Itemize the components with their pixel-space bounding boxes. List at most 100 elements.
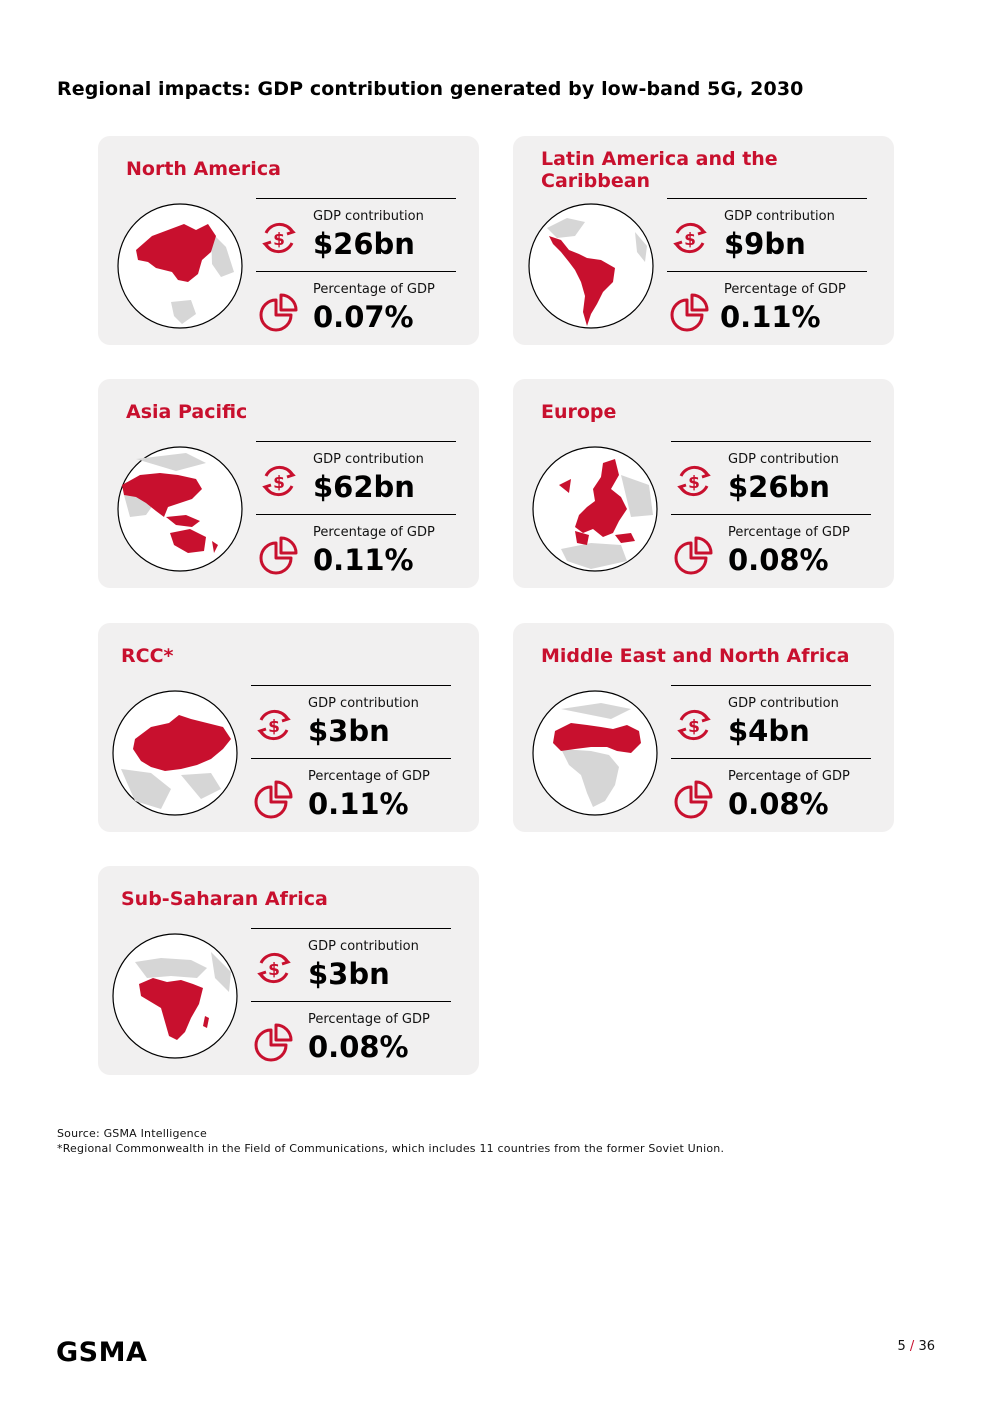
pct-stat: Percentage of GDP 0.11% xyxy=(667,271,867,344)
gdp-stat: $ GDP contribution $9bn xyxy=(667,198,867,271)
stats: $ GDP contribution $9bn Percentage of GD… xyxy=(667,198,867,344)
pct-stat: Percentage of GDP 0.11% xyxy=(256,514,456,587)
pie-chart-icon xyxy=(254,1023,293,1062)
svg-text:$: $ xyxy=(684,230,696,250)
svg-text:$: $ xyxy=(268,960,280,980)
pct-label: Percentage of GDP xyxy=(313,282,435,297)
gdp-stat: $ GDP contribution $3bn xyxy=(251,928,451,1001)
pct-value: 0.08% xyxy=(728,787,829,821)
pie-chart-icon xyxy=(259,293,298,332)
asia-pacific-globe-icon xyxy=(116,445,244,573)
gdp-label: GDP contribution xyxy=(313,452,424,467)
region-title: Latin America and the Caribbean xyxy=(541,148,778,192)
region-card-latin-america: Latin America and the Caribbean $ GDP co… xyxy=(513,136,894,345)
pct-stat: Percentage of GDP 0.08% xyxy=(251,1001,451,1074)
rcc-footnote: *Regional Commonwealth in the Field of C… xyxy=(57,1142,725,1155)
pct-stat: Percentage of GDP 0.07% xyxy=(256,271,456,344)
pie-chart-icon xyxy=(674,780,713,819)
region-title: RCC* xyxy=(121,645,174,667)
page-title: Regional impacts: GDP contribution gener… xyxy=(57,78,804,100)
region-card-sub-saharan-africa: Sub-Saharan Africa $ GDP contribution $3… xyxy=(98,866,479,1075)
gdp-value: $9bn xyxy=(724,227,806,261)
gdp-stat: $ GDP contribution $62bn xyxy=(256,441,456,514)
pct-stat: Percentage of GDP 0.11% xyxy=(251,758,451,831)
region-card-north-america: North America $ GDP contribution $26bn P… xyxy=(98,136,479,345)
gdp-value: $4bn xyxy=(728,714,810,748)
dollar-cycle-icon: $ xyxy=(673,222,707,254)
svg-text:$: $ xyxy=(688,473,700,493)
gsma-logo: GSMA xyxy=(56,1337,147,1366)
pct-value: 0.11% xyxy=(308,787,409,821)
dollar-cycle-icon: $ xyxy=(262,465,296,497)
dollar-cycle-icon: $ xyxy=(677,709,711,741)
region-title: Asia Pacific xyxy=(126,401,248,423)
page-separator: / xyxy=(909,1339,915,1354)
gdp-value: $3bn xyxy=(308,714,390,748)
pct-value: 0.08% xyxy=(308,1030,409,1064)
pct-label: Percentage of GDP xyxy=(728,525,850,540)
region-card-rcc: RCC* $ GDP contribution $3bn Percentage … xyxy=(98,623,479,832)
region-card-asia-pacific: Asia Pacific $ GDP contribution $62bn Pe… xyxy=(98,379,479,588)
stats: $ GDP contribution $3bn Percentage of GD… xyxy=(251,928,451,1074)
pct-stat: Percentage of GDP 0.08% xyxy=(671,758,871,831)
pct-label: Percentage of GDP xyxy=(308,769,430,784)
gdp-label: GDP contribution xyxy=(308,939,419,954)
region-title: Sub-Saharan Africa xyxy=(121,888,328,910)
pct-label: Percentage of GDP xyxy=(313,525,435,540)
sub-saharan-africa-globe-icon xyxy=(111,932,239,1060)
svg-text:$: $ xyxy=(273,473,285,493)
gdp-value: $3bn xyxy=(308,957,390,991)
dollar-cycle-icon: $ xyxy=(262,222,296,254)
mena-globe-icon xyxy=(531,689,659,817)
gdp-value: $62bn xyxy=(313,470,415,504)
dollar-cycle-icon: $ xyxy=(677,465,711,497)
gdp-value: $26bn xyxy=(313,227,415,261)
gdp-label: GDP contribution xyxy=(728,452,839,467)
rcc-globe-icon xyxy=(111,689,239,817)
latin-america-globe-icon xyxy=(527,202,655,330)
pct-value: 0.11% xyxy=(313,543,414,577)
page-current: 5 xyxy=(897,1339,906,1354)
north-america-globe-icon xyxy=(116,202,244,330)
pct-label: Percentage of GDP xyxy=(728,769,850,784)
region-title: North America xyxy=(126,158,281,180)
gdp-stat: $ GDP contribution $3bn xyxy=(251,685,451,758)
gdp-label: GDP contribution xyxy=(724,209,835,224)
pct-stat: Percentage of GDP 0.08% xyxy=(671,514,871,587)
stats: $ GDP contribution $26bn Percentage of G… xyxy=(671,441,871,587)
stats: $ GDP contribution $3bn Percentage of GD… xyxy=(251,685,451,831)
gdp-value: $26bn xyxy=(728,470,830,504)
svg-text:$: $ xyxy=(268,717,280,737)
pct-value: 0.08% xyxy=(728,543,829,577)
region-card-mena: Middle East and North Africa $ GDP contr… xyxy=(513,623,894,832)
dollar-cycle-icon: $ xyxy=(257,952,291,984)
page-total: 36 xyxy=(918,1339,935,1354)
pct-label: Percentage of GDP xyxy=(308,1012,430,1027)
region-card-europe: Europe $ GDP contribution $26bn Percenta… xyxy=(513,379,894,588)
svg-text:$: $ xyxy=(688,717,700,737)
gdp-stat: $ GDP contribution $4bn xyxy=(671,685,871,758)
gdp-label: GDP contribution xyxy=(728,696,839,711)
pie-chart-icon xyxy=(670,293,709,332)
stats: $ GDP contribution $26bn Percentage of G… xyxy=(256,198,456,344)
europe-globe-icon xyxy=(531,445,659,573)
pct-value: 0.07% xyxy=(313,300,414,334)
pie-chart-icon xyxy=(259,536,298,575)
pct-label: Percentage of GDP xyxy=(724,282,846,297)
page-number: 5 / 36 xyxy=(898,1339,936,1354)
source-note: Source: GSMA Intelligence xyxy=(57,1127,208,1140)
gdp-label: GDP contribution xyxy=(308,696,419,711)
region-title: Europe xyxy=(541,401,617,423)
gdp-label: GDP contribution xyxy=(313,209,424,224)
stats: $ GDP contribution $62bn Percentage of G… xyxy=(256,441,456,587)
dollar-cycle-icon: $ xyxy=(257,709,291,741)
gdp-stat: $ GDP contribution $26bn xyxy=(671,441,871,514)
pie-chart-icon xyxy=(674,536,713,575)
gdp-stat: $ GDP contribution $26bn xyxy=(256,198,456,271)
stats: $ GDP contribution $4bn Percentage of GD… xyxy=(671,685,871,831)
gsma-logo-text: GSMA xyxy=(56,1337,147,1366)
svg-text:$: $ xyxy=(273,230,285,250)
pct-value: 0.11% xyxy=(720,300,821,334)
pie-chart-icon xyxy=(254,780,293,819)
region-title: Middle East and North Africa xyxy=(541,645,850,667)
